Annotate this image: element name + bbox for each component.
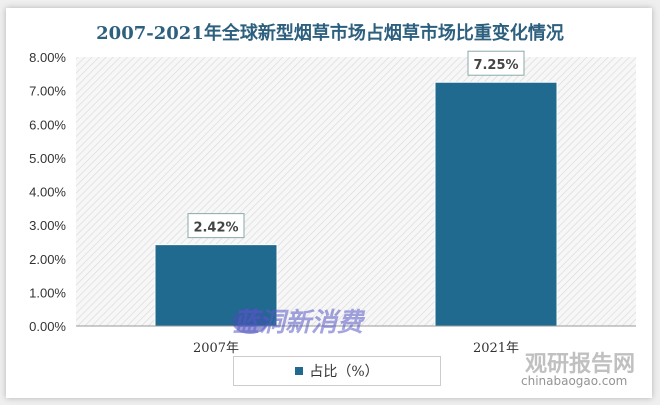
watermark-logo-icon — [232, 308, 268, 334]
legend-swatch — [295, 367, 304, 375]
legend-label: 占比（%） — [309, 364, 379, 380]
data-label: 7.25% — [473, 58, 518, 73]
legend: 占比（%） — [233, 356, 441, 386]
watermark-lan-dong: 蓝洞新消费 — [233, 308, 364, 338]
x-tick-label: 2021年 — [473, 341, 519, 356]
y-tick-label: 1.00% — [29, 285, 66, 300]
data-label-box — [467, 50, 525, 76]
x-tick-label: 2007年 — [193, 341, 239, 356]
y-tick-label: 3.00% — [29, 218, 66, 233]
y-tick-label: 0.00% — [29, 319, 66, 334]
bar — [434, 81, 558, 327]
chart-title: 2007-2021年全球新型烟草市场占烟草市场比重变化情况 — [96, 23, 564, 44]
watermark-chinabaogao: chinabaogao.com — [521, 374, 628, 388]
y-tick-label: 6.00% — [29, 117, 66, 132]
y-tick-label: 8.00% — [29, 50, 66, 65]
y-tick-label: 4.00% — [29, 185, 66, 200]
watermark-guanyan: 观研报告网 — [525, 352, 636, 377]
y-tick-label: 7.00% — [29, 84, 66, 99]
data-label: 2.42% — [193, 221, 238, 236]
data-label-box — [187, 213, 245, 239]
y-tick-label: 5.00% — [29, 151, 66, 166]
y-tick-label: 2.00% — [29, 252, 66, 267]
